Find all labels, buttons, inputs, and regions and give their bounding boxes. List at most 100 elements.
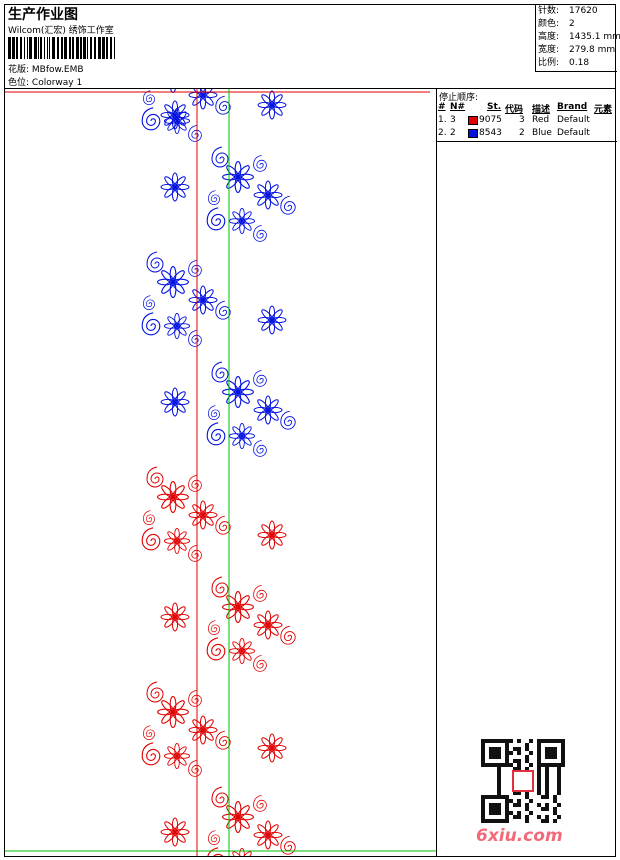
qr-cell (553, 763, 557, 767)
qr-cell (541, 807, 545, 811)
qr-cell (545, 755, 549, 759)
barcode-bar (94, 37, 96, 59)
qr-cell (493, 819, 497, 823)
qr-cell (557, 779, 561, 783)
watermark: 6xiu.com (476, 826, 563, 846)
qr-cell (509, 799, 513, 803)
qr-cell (545, 819, 549, 823)
qr-cell (553, 799, 557, 803)
info-label: 颜色: (538, 19, 560, 29)
barcode-bar (61, 37, 63, 59)
qr-cell (481, 811, 485, 815)
qr-cell (481, 795, 485, 799)
qr-cell (489, 755, 493, 759)
qr-cell (553, 747, 557, 751)
qr-cell (537, 763, 541, 767)
qr-cell (549, 747, 553, 751)
qr-cell (509, 751, 513, 755)
qr-cell (529, 739, 533, 743)
qr-cell (537, 759, 541, 763)
design-line: 花版: MBfow.EMB (8, 62, 84, 75)
qr-cell (553, 755, 557, 759)
qr-cell (485, 763, 489, 767)
qr-cell (505, 739, 509, 743)
qr-cell (537, 787, 541, 791)
column-header: 元素 (594, 105, 613, 115)
qr-cell (497, 807, 501, 811)
barcode-bar (44, 37, 45, 59)
qr-cell (481, 747, 485, 751)
barcode-bar (27, 37, 28, 59)
qr-cell (545, 751, 549, 755)
qr-cell (517, 747, 521, 751)
label: 色位: (8, 78, 30, 88)
qr-cell (557, 787, 561, 791)
qr-cell (505, 795, 509, 799)
qr-cell (561, 747, 565, 751)
motif (207, 577, 295, 671)
qr-cell (529, 751, 533, 755)
info-value: 0.18 (569, 58, 590, 68)
qr-cell (517, 759, 521, 763)
qr-cell (525, 791, 529, 795)
qr-cell (557, 775, 561, 779)
qr-cell (517, 791, 521, 795)
qr-cell (493, 739, 497, 743)
qr-cell (545, 807, 549, 811)
qr-cell (493, 803, 497, 807)
qr-cell (489, 811, 493, 815)
column-header: N# (450, 102, 466, 112)
qr-cell (537, 743, 541, 747)
qr-cell (525, 767, 529, 771)
info-box: 针数: 17620 颜色: 2 高度: 1435.1 mm 宽度: 279.8 mm 比例: 0.… (535, 4, 620, 72)
qr-cell (481, 815, 485, 819)
qr-cell (545, 747, 549, 751)
qr-cell (505, 751, 509, 755)
motif (160, 817, 190, 847)
colorway-line: 色位: Colorway 1 (8, 75, 82, 88)
qr-cell (505, 743, 509, 747)
description: Red (532, 115, 550, 125)
qr-cell (537, 815, 541, 819)
qr-cell (513, 815, 517, 819)
barcode-bar (16, 37, 18, 59)
qr-cell (485, 739, 489, 743)
barcode-bar (76, 37, 79, 59)
barcode-bar (24, 37, 25, 59)
qr-cell (525, 815, 529, 819)
motif (142, 89, 230, 141)
info-row: 宽度: 279.8 mm (538, 44, 615, 57)
qr-cell (493, 747, 497, 751)
motif (257, 305, 287, 335)
qr-code (481, 739, 565, 823)
column-header: 描述 (532, 105, 551, 115)
barcode-bar (80, 37, 82, 59)
barcode-bar (64, 37, 67, 59)
qr-cell (497, 747, 501, 751)
qr-cell (557, 763, 561, 767)
qr-cell (553, 795, 557, 799)
red-motifs (142, 467, 295, 856)
qr-cell (501, 819, 505, 823)
motif (207, 147, 295, 241)
qr-cell (561, 759, 565, 763)
qr-cell (493, 751, 497, 755)
motif (142, 467, 230, 561)
qr-cell (497, 767, 501, 771)
qr-cell (505, 763, 509, 767)
barcode-bar (52, 37, 55, 59)
description: Blue (532, 128, 552, 138)
qr-cell (537, 775, 541, 779)
barcode-bar (102, 37, 105, 59)
barcode-bar (34, 37, 37, 59)
qr-cell (545, 787, 549, 791)
qr-cell (525, 807, 529, 811)
qr-cell (557, 791, 561, 795)
column-header: 代码 (505, 105, 524, 115)
qr-cell (509, 739, 513, 743)
qr-cell (541, 763, 545, 767)
qr-cell (537, 783, 541, 787)
barcode-bar (8, 37, 11, 59)
qr-cell (561, 755, 565, 759)
